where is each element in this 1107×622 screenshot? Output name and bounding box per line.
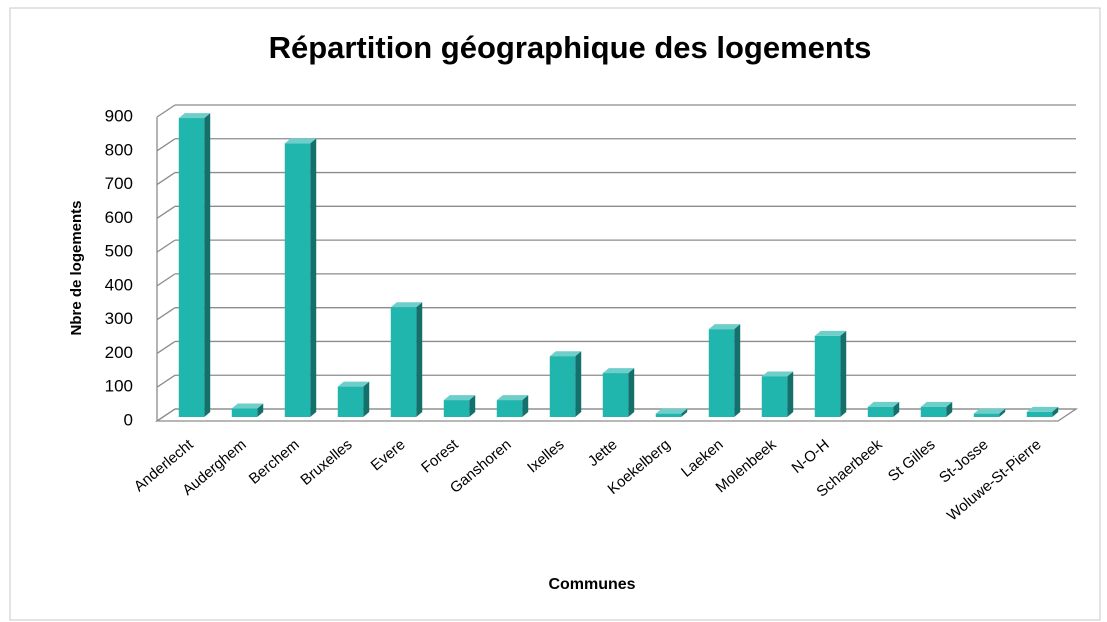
bar-side [1052,406,1059,417]
bar [443,395,476,417]
bar-front [284,143,311,417]
bar-side [628,368,635,417]
bar [231,403,264,417]
bar [761,371,794,417]
bar-front [337,386,364,417]
bar-side [893,401,900,417]
bar [1026,406,1059,417]
bar [337,381,370,417]
grid-depth-line [156,172,176,186]
y-tick-label: 100 [105,377,133,396]
bar-top [549,351,582,357]
bar-front [549,356,576,417]
bar-top [655,408,688,414]
bar-side [310,138,317,417]
y-tick-label: 0 [124,410,133,429]
y-tick-label: 400 [105,275,133,294]
bar [708,324,741,417]
bar-side [575,351,582,417]
grid-depth-line [156,138,176,152]
bar-top [973,408,1006,414]
bar-top [814,330,847,336]
bar [284,138,317,417]
bar-side [999,408,1006,417]
bar-side [787,371,794,417]
bar-top [178,113,211,119]
y-tick-label: 600 [105,208,133,227]
bar [867,401,900,417]
grid-depth-line [156,374,176,388]
bar-side [204,113,211,418]
grid-depth-line [156,340,176,354]
bar [178,113,211,418]
chart-title: Répartition géographique des logements [269,30,872,65]
bar-side [946,401,953,417]
x-axis-label: Communes [548,576,635,593]
bar [390,302,423,417]
bar-side [840,330,847,417]
y-tick-label: 300 [105,309,133,328]
grid-depth-line [156,273,176,287]
bar-front [443,400,470,417]
y-axis-label: Nbre de logements [68,200,85,335]
bar-top [1026,406,1059,412]
bar-top [496,395,529,401]
bar-top [602,368,635,374]
bar-side [681,408,688,417]
bar-side [469,395,476,417]
bar-front [231,408,258,417]
bar-front [708,329,735,417]
bar-front [655,413,682,417]
y-tick-label: 200 [105,343,133,362]
bar-top [761,371,794,377]
bar-top [708,324,741,330]
bar-top [231,403,264,409]
bar-top [284,138,317,144]
bar-front [867,406,894,417]
bar-side [416,302,423,417]
bar [655,408,688,417]
bar-front [920,406,947,417]
bar-front [814,335,841,417]
bar [602,368,635,417]
grid-depth-line [156,104,176,118]
y-tick-label: 500 [105,242,133,261]
bar-side [363,381,370,417]
bar [549,351,582,417]
bar-side [522,395,529,417]
floor [154,408,1079,422]
chart-frame [9,7,1101,621]
bar [496,395,529,417]
bar-top [390,302,423,308]
bar-top [443,395,476,401]
bar-top [920,401,953,407]
bar-front [602,373,629,417]
bar-top [867,401,900,407]
bar-front [973,413,1000,417]
y-tick-label: 900 [105,106,133,125]
bar-top [337,381,370,387]
grid-depth-line [156,205,176,219]
y-tick-label: 800 [105,140,133,159]
grid-depth-line [156,239,176,253]
bar-front [496,400,523,417]
bar [973,408,1006,417]
bar-front [761,376,788,417]
y-tick-label: 700 [105,174,133,193]
bar [920,401,953,417]
bar-front [390,307,417,417]
bar [814,330,847,417]
grid-depth-line [156,307,176,321]
bar-side [257,403,264,417]
bar-front [178,118,205,418]
bar-side [734,324,741,417]
bar-front [1026,411,1053,417]
